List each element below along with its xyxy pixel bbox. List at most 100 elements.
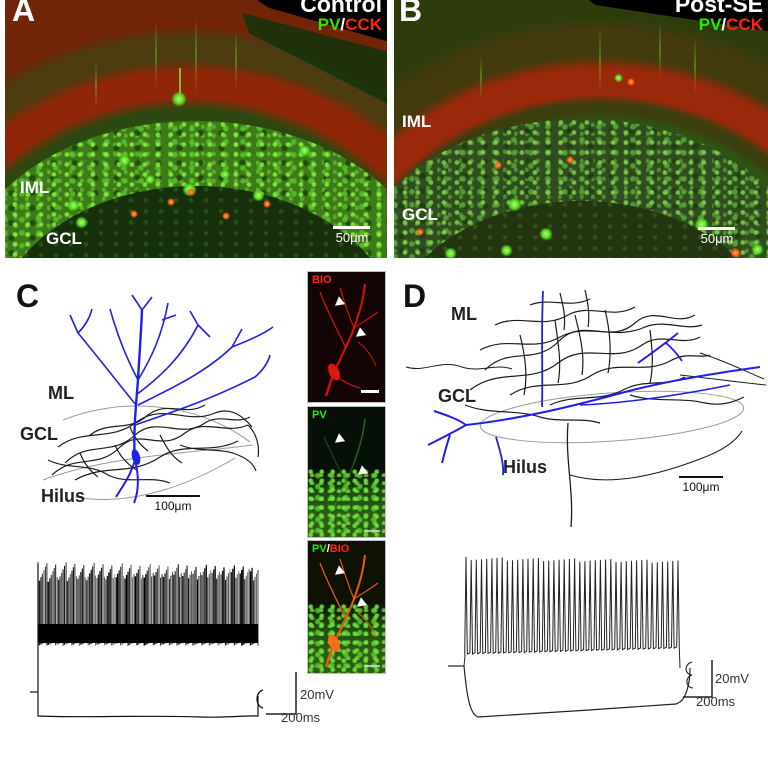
trace-d-spike-train	[448, 556, 713, 718]
cell-dendrite	[179, 68, 181, 96]
merge-red-label: BIO	[329, 543, 350, 555]
time-scale-label: 200ms	[696, 694, 736, 709]
voltage-scale-label: 20mV	[300, 687, 334, 702]
panel-a-micrograph: A Control PV/CCK IML GCL 50μm	[5, 0, 387, 258]
scale-bar-label: 100μm	[154, 499, 192, 513]
spike-train-path	[463, 556, 681, 669]
label-gcl: GCL	[46, 229, 82, 248]
stain-green-label: PV	[317, 15, 341, 34]
panel-c-neuron-tracing	[42, 294, 274, 504]
pv-cell	[75, 217, 88, 228]
soma-blue	[131, 449, 141, 465]
panel-letter: D	[403, 278, 427, 314]
panel-letter: A	[12, 0, 36, 28]
inset-pv-bio-merge-micrograph: PV/BIO	[307, 540, 386, 674]
dendrite-streak	[155, 20, 157, 90]
pv-cell	[500, 245, 513, 256]
pv-cell	[145, 175, 155, 184]
stain-red-label: CCK	[726, 15, 763, 34]
stain-green-label: PV	[698, 15, 722, 34]
cck-cell	[730, 248, 741, 258]
gcl-boundary-ellipse	[479, 390, 745, 444]
dendrites-blue	[69, 294, 274, 504]
bio-neuron	[319, 283, 379, 397]
pv-cell	[252, 190, 265, 201]
pv-neuropil	[308, 469, 385, 537]
scale-bars	[266, 672, 297, 715]
label-iml: IML	[402, 112, 432, 131]
stain-legend: PV/CCK	[318, 16, 382, 33]
pv-cell	[507, 198, 522, 211]
pv-cell	[539, 228, 553, 240]
dendrite-streak	[694, 35, 696, 95]
inset-pv-micrograph: PV	[307, 406, 386, 538]
inset-label: PV/BIO	[312, 544, 349, 555]
dendrite-streak	[235, 30, 237, 90]
label-hilus: Hilus	[41, 486, 86, 506]
scale-bar	[698, 227, 735, 230]
hyperpolarizing-sweep	[463, 665, 691, 718]
scale-bar	[364, 530, 380, 532]
panel-d-neuron-tracing	[405, 289, 767, 528]
inset-label: BIO	[312, 274, 332, 286]
cck-cell	[167, 198, 175, 206]
axon-arbor-black	[47, 404, 260, 484]
label-gcl: GCL	[402, 205, 438, 224]
scale-bar	[364, 665, 380, 667]
voltage-trace-outline	[30, 564, 264, 718]
pv-cell	[220, 170, 230, 179]
label-gcl: GCL	[438, 386, 476, 406]
pv-cell	[298, 145, 311, 156]
trace-c-fast-spiking	[30, 562, 297, 718]
cck-cell	[416, 228, 424, 236]
scale-bar-label: 50μm	[335, 230, 369, 245]
inset-bio-micrograph: BIO	[307, 271, 386, 403]
dendrites-blue	[427, 290, 761, 476]
stain-legend: PV/CCK	[699, 16, 763, 33]
merged-spike-band	[38, 624, 258, 643]
dendrite-streak	[195, 15, 197, 95]
axon-arbor-black	[405, 289, 767, 528]
scale-bar	[679, 476, 723, 478]
pv-cell	[444, 248, 457, 258]
pv-cell	[171, 92, 187, 106]
dendrite-streak	[659, 20, 661, 80]
condition-label: Control	[300, 0, 382, 17]
condition-label: Post-SE	[674, 0, 763, 17]
pv-cell	[614, 74, 623, 82]
scale-bar-label: 50μm	[700, 231, 734, 246]
label-gcl: GCL	[20, 424, 58, 444]
panel-b-micrograph: B Post-SE PV/CCK IML GCL 50μm	[394, 0, 768, 258]
dendrite-streak	[599, 25, 601, 95]
label-ml: ML	[451, 304, 477, 324]
scale-bar	[361, 390, 379, 393]
stain-slash: /	[721, 15, 727, 34]
label-hilus: Hilus	[503, 457, 548, 477]
pv-faint-dendrite	[323, 418, 366, 508]
time-scale-label: 200ms	[281, 710, 321, 725]
label-ml: ML	[48, 383, 74, 403]
bio-neuron-merge	[319, 554, 379, 668]
stain-slash: /	[340, 15, 346, 34]
scale-bars	[683, 660, 713, 698]
cck-cell	[263, 200, 271, 208]
cck-cell	[566, 156, 574, 164]
panel-letter: C	[16, 278, 40, 314]
scale-bar-label: 100μm	[682, 480, 720, 494]
panel-letter: B	[399, 0, 423, 28]
scale-bar	[146, 495, 200, 497]
dendrite-streak	[480, 55, 482, 100]
cck-cell	[494, 161, 502, 169]
label-iml: IML	[20, 178, 50, 197]
merge-green-label: PV	[312, 543, 327, 555]
merge-slash: /	[326, 543, 330, 555]
inset-label: PV	[312, 409, 327, 421]
cck-cell	[130, 210, 138, 218]
trace-end-bracket	[685, 661, 694, 689]
cck-cell	[187, 188, 195, 196]
pv-cell	[67, 200, 80, 211]
cck-cell	[627, 78, 635, 86]
pv-cell	[118, 155, 131, 166]
cck-cell	[222, 212, 230, 220]
